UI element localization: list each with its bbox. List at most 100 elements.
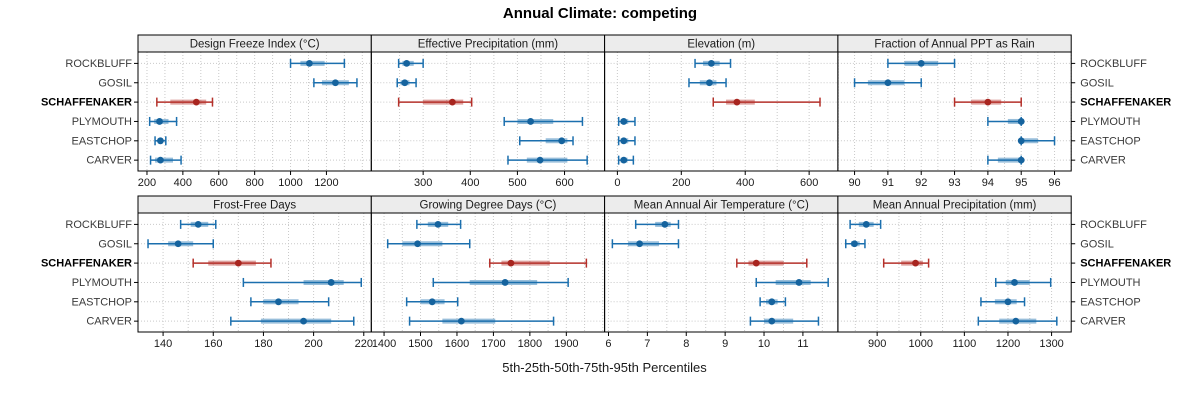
x-tick-label: 1800 bbox=[518, 338, 542, 350]
median-point bbox=[156, 118, 163, 125]
x-tick-label: 7 bbox=[644, 338, 650, 350]
x-tick-label: 8 bbox=[683, 338, 689, 350]
x-tick-label: 95 bbox=[1015, 177, 1027, 189]
x-tick-label: 91 bbox=[882, 177, 894, 189]
median-point bbox=[157, 156, 164, 164]
median-point bbox=[536, 156, 544, 164]
panel-border bbox=[370, 51, 606, 172]
x-tick-label: 140 bbox=[154, 338, 172, 350]
station-label-right: PLYMOUTH bbox=[1080, 116, 1140, 128]
station-label-right: GOSIL bbox=[1080, 77, 1114, 89]
x-tick-label: 200 bbox=[672, 177, 690, 189]
panel-border bbox=[837, 212, 1072, 333]
station-label-left: ROCKBLUFF bbox=[65, 219, 132, 231]
median-point bbox=[501, 279, 509, 286]
median-point bbox=[884, 79, 892, 87]
station-label-left: ROCKBLUFF bbox=[65, 58, 132, 70]
median-point bbox=[912, 259, 919, 267]
median-point bbox=[768, 317, 776, 325]
median-point bbox=[1017, 118, 1025, 125]
station-label-right: GOSIL bbox=[1080, 238, 1114, 250]
median-point bbox=[332, 79, 339, 87]
station-label-right: ROCKBLUFF bbox=[1080, 219, 1147, 231]
station-label-right: SCHAFFENAKER bbox=[1080, 258, 1171, 270]
panel-border bbox=[137, 212, 372, 333]
station-label-left: SCHAFFENAKER bbox=[41, 97, 132, 109]
x-tick-label: 180 bbox=[254, 338, 272, 350]
median-point bbox=[403, 60, 411, 67]
x-tick-label: 200 bbox=[304, 338, 322, 350]
median-point bbox=[707, 60, 715, 67]
x-tick-label: 96 bbox=[1048, 177, 1060, 189]
chart-title: Annual Climate: competing bbox=[502, 5, 698, 22]
median-point bbox=[733, 98, 741, 106]
x-tick-label: 10 bbox=[758, 338, 770, 350]
station-label-left: EASTCHOP bbox=[71, 135, 132, 147]
panel-strip-label: Growing Degree Days (°C) bbox=[420, 200, 557, 212]
median-point bbox=[917, 60, 925, 67]
median-point bbox=[428, 298, 436, 306]
x-tick-label: 1600 bbox=[445, 338, 469, 350]
x-tick-label: 94 bbox=[982, 177, 994, 189]
median-point bbox=[1017, 156, 1025, 164]
x-tick-label: 1200 bbox=[314, 177, 338, 189]
median-point bbox=[862, 221, 870, 228]
station-label-left: PLYMOUTH bbox=[72, 277, 132, 289]
median-point bbox=[620, 156, 628, 164]
station-label-right: ROCKBLUFF bbox=[1080, 58, 1147, 70]
median-point bbox=[1004, 298, 1012, 306]
median-point bbox=[157, 137, 164, 145]
x-tick-label: 1700 bbox=[481, 338, 505, 350]
median-point bbox=[401, 79, 409, 87]
x-tick-label: 90 bbox=[848, 177, 860, 189]
x-tick-label: 500 bbox=[508, 177, 526, 189]
x-tick-label: 1100 bbox=[953, 338, 977, 350]
panel-border bbox=[370, 212, 606, 333]
x-tick-label: 200 bbox=[138, 177, 156, 189]
x-tick-label: 600 bbox=[210, 177, 228, 189]
median-point bbox=[507, 259, 515, 267]
median-point bbox=[1017, 137, 1025, 145]
median-point bbox=[558, 137, 566, 145]
station-label-left: GOSIL bbox=[98, 238, 132, 250]
median-point bbox=[414, 240, 421, 248]
panel-strip-label: Elevation (m) bbox=[687, 39, 755, 51]
station-label-right: EASTCHOP bbox=[1080, 135, 1141, 147]
x-tick-label: 1400 bbox=[372, 338, 396, 350]
x-tick-label: 220 bbox=[355, 338, 373, 350]
median-point bbox=[457, 317, 465, 325]
panel-strip-label: Mean Annual Precipitation (mm) bbox=[873, 200, 1037, 212]
median-point bbox=[174, 240, 182, 248]
median-point bbox=[434, 221, 442, 228]
median-point bbox=[1011, 279, 1018, 286]
panel-border bbox=[837, 51, 1072, 172]
station-label-right: EASTCHOP bbox=[1080, 296, 1141, 308]
x-tick-label: 400 bbox=[461, 177, 479, 189]
station-label-right: SCHAFFENAKER bbox=[1080, 97, 1171, 109]
panel-strip-label: Frost-Free Days bbox=[213, 200, 296, 212]
median-point bbox=[527, 118, 535, 125]
median-point bbox=[275, 298, 282, 306]
x-tick-label: 11 bbox=[797, 338, 808, 350]
x-tick-label: 0 bbox=[614, 177, 620, 189]
panel-strip-label: Fraction of Annual PPT as Rain bbox=[874, 39, 1034, 51]
x-tick-label: 300 bbox=[414, 177, 432, 189]
x-tick-label: 93 bbox=[948, 177, 960, 189]
x-tick-label: 400 bbox=[174, 177, 192, 189]
panel-strip-label: Mean Annual Air Temperature (°C) bbox=[634, 200, 809, 212]
median-point bbox=[706, 79, 713, 87]
panel-border bbox=[137, 51, 372, 172]
x-axis-caption: 5th-25th-50th-75th-95th Percentiles bbox=[502, 360, 707, 375]
median-point bbox=[636, 240, 643, 248]
median-point bbox=[851, 240, 858, 248]
x-tick-label: 1500 bbox=[408, 338, 432, 350]
median-point bbox=[661, 221, 669, 228]
x-tick-label: 6 bbox=[605, 338, 611, 350]
median-point bbox=[620, 137, 628, 145]
median-point bbox=[1012, 317, 1020, 325]
x-tick-label: 1000 bbox=[278, 177, 302, 189]
station-label-left: GOSIL bbox=[98, 77, 132, 89]
median-point bbox=[194, 221, 202, 228]
x-tick-label: 1200 bbox=[996, 338, 1020, 350]
median-point bbox=[234, 259, 242, 267]
